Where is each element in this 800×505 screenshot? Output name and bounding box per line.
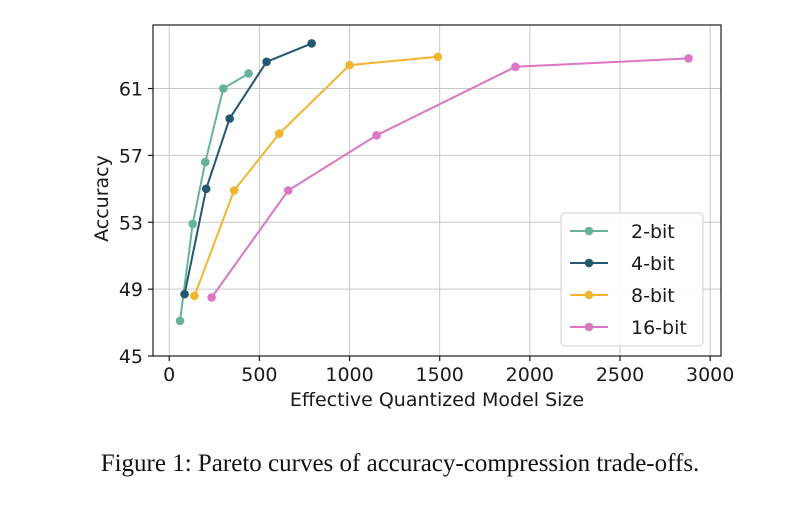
data-point xyxy=(345,60,354,70)
legend-item: 4-bit xyxy=(570,253,675,275)
legend-label: 8-bit xyxy=(631,285,675,307)
x-axis-label: Effective Quantized Model Size xyxy=(290,389,584,411)
data-point xyxy=(188,219,197,229)
series-line xyxy=(193,55,438,297)
data-point xyxy=(207,293,216,302)
data-point xyxy=(684,54,693,63)
y-tick-label: 49 xyxy=(119,279,143,301)
y-tick-label: 57 xyxy=(119,145,143,167)
data-point xyxy=(307,39,316,48)
legend-marker xyxy=(584,322,594,332)
data-point xyxy=(229,186,239,195)
data-point xyxy=(283,186,293,195)
legend-marker xyxy=(584,226,594,236)
data-point xyxy=(244,69,253,78)
series-16-bit xyxy=(207,54,693,302)
series-4-bit xyxy=(180,39,316,299)
data-point xyxy=(262,57,271,67)
y-tick-label: 61 xyxy=(119,79,143,101)
x-tick-label: 2500 xyxy=(596,364,644,386)
data-point xyxy=(511,62,520,72)
data-point xyxy=(175,316,185,326)
pareto-chart: 0 500 1000 1500 2000 2500 3000 45 49 53 57 61 Effec… xyxy=(91,24,735,411)
legend-item: 8-bit xyxy=(570,285,675,307)
x-tick-label: 0 xyxy=(163,364,175,386)
data-point xyxy=(372,131,381,140)
legend-label: 16-bit xyxy=(631,317,687,339)
x-tick-label: 3000 xyxy=(686,364,734,386)
legend-marker xyxy=(584,290,594,300)
series-2-bit xyxy=(175,69,253,326)
legend-item: 16-bit xyxy=(570,317,687,339)
legend-box xyxy=(560,212,704,347)
axis-ticks: 0 500 1000 1500 2000 2500 3000 45 49 53 57 61 xyxy=(119,79,735,386)
x-tick-label: 1500 xyxy=(416,364,464,386)
data-point xyxy=(200,157,210,167)
data-point xyxy=(180,289,189,299)
y-tick-label: 45 xyxy=(119,346,143,368)
y-tick-label: 53 xyxy=(119,212,143,234)
x-tick-label: 500 xyxy=(241,364,277,386)
legend-item: 2-bit xyxy=(570,221,675,243)
plot-frame xyxy=(152,24,722,357)
figure-caption: Figure 1: Pareto curves of accuracy-comp… xyxy=(100,450,700,477)
data-point xyxy=(274,129,284,138)
y-axis-label: Accuracy xyxy=(91,155,113,242)
series-8-bit xyxy=(190,52,443,301)
data-point xyxy=(433,52,443,62)
data-point xyxy=(219,84,228,93)
data-point xyxy=(190,291,199,301)
legend-marker xyxy=(584,258,594,268)
data-point xyxy=(225,114,234,123)
x-tick-label: 1000 xyxy=(325,364,373,386)
legend-label: 2-bit xyxy=(631,221,675,243)
series-layer xyxy=(175,39,693,326)
x-tick-label: 2000 xyxy=(506,364,554,386)
legend-label: 4-bit xyxy=(631,253,675,275)
legend: 2-bit 4-bit 8-bit 16-bit xyxy=(560,212,704,347)
data-point xyxy=(201,184,211,194)
series-line xyxy=(179,72,250,322)
